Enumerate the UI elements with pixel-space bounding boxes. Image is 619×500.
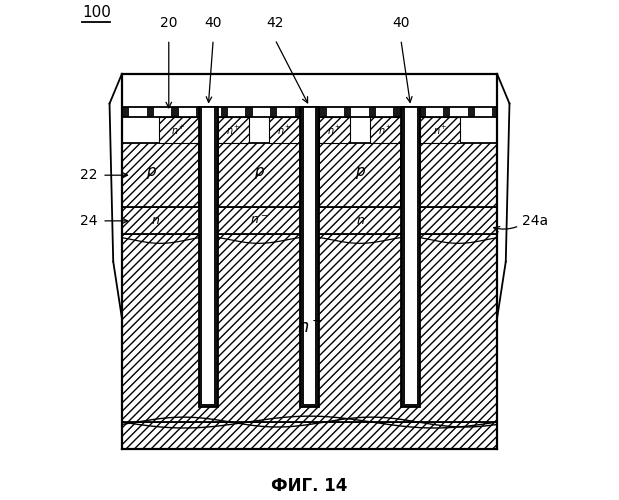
Bar	[319, 106, 327, 118]
Bar	[417, 106, 420, 407]
Text: $n^+$: $n^+$	[433, 124, 448, 137]
Bar	[199, 106, 202, 407]
Bar	[430, 106, 438, 118]
Bar	[147, 106, 154, 118]
Bar	[319, 118, 350, 143]
Bar	[122, 106, 497, 118]
Bar	[401, 106, 420, 407]
Bar	[344, 106, 352, 118]
Bar	[307, 106, 314, 118]
Bar	[300, 106, 319, 407]
Bar	[184, 106, 191, 118]
Bar	[357, 106, 364, 118]
Bar	[394, 106, 401, 118]
Bar	[134, 106, 142, 118]
Bar	[159, 118, 199, 143]
Bar	[220, 106, 228, 118]
Bar	[492, 106, 497, 118]
Bar	[214, 106, 218, 407]
Bar	[122, 234, 497, 422]
Bar	[401, 106, 405, 407]
Text: 100: 100	[82, 4, 111, 20]
Text: p: p	[355, 164, 365, 180]
Text: p: p	[254, 164, 264, 180]
Bar	[418, 106, 425, 118]
Bar	[300, 404, 319, 407]
Bar	[370, 118, 401, 143]
Text: n: n	[152, 214, 159, 228]
Bar	[258, 106, 265, 118]
Bar	[122, 208, 497, 234]
Text: $n^+$: $n^+$	[171, 124, 186, 137]
Text: ФИГ. 14: ФИГ. 14	[271, 478, 348, 496]
Bar	[455, 106, 462, 118]
Bar	[159, 106, 167, 118]
Text: $n^+$: $n^+$	[226, 124, 241, 137]
Bar	[300, 106, 303, 407]
Bar	[270, 106, 277, 118]
Text: $n^+$: $n^+$	[378, 124, 393, 137]
Bar	[300, 106, 319, 407]
Bar	[420, 118, 460, 143]
Bar	[443, 106, 450, 118]
Bar	[199, 106, 218, 407]
Text: p: p	[145, 164, 155, 180]
Bar	[420, 143, 497, 208]
Text: 22: 22	[80, 168, 97, 182]
Text: 42: 42	[266, 16, 284, 30]
Bar	[199, 106, 218, 407]
Text: $n^+$: $n^+$	[327, 124, 342, 137]
Bar	[218, 118, 249, 143]
Bar	[467, 106, 475, 118]
Bar	[122, 143, 199, 208]
Bar	[401, 404, 420, 407]
Bar	[208, 106, 215, 118]
Text: $n^-$: $n^-$	[297, 320, 322, 338]
Bar	[171, 106, 179, 118]
Bar	[319, 143, 401, 208]
Bar	[332, 106, 339, 118]
Bar	[381, 106, 389, 118]
Text: 24a: 24a	[522, 214, 548, 228]
Bar	[369, 106, 376, 118]
Text: 40: 40	[204, 16, 222, 30]
Bar	[269, 118, 300, 143]
Bar	[218, 143, 300, 208]
Bar	[233, 106, 240, 118]
Bar	[196, 106, 203, 118]
Text: 24: 24	[80, 214, 97, 228]
Bar	[316, 106, 319, 407]
Text: 40: 40	[392, 16, 410, 30]
Bar	[122, 422, 497, 449]
Text: $n^+$: $n^+$	[277, 124, 292, 137]
Text: 20: 20	[160, 16, 178, 30]
Text: n: n	[356, 214, 364, 228]
Bar	[295, 106, 302, 118]
Bar	[282, 106, 290, 118]
Bar	[401, 106, 420, 407]
Bar	[480, 106, 487, 118]
Bar	[122, 106, 129, 118]
Bar	[245, 106, 253, 118]
Bar	[199, 404, 218, 407]
Text: $n^-$: $n^-$	[249, 214, 268, 228]
Bar	[406, 106, 413, 118]
